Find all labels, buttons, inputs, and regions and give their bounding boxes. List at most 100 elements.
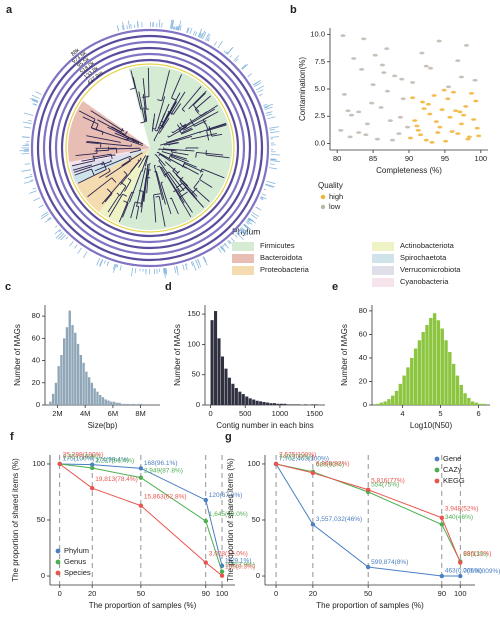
tree-branch — [179, 197, 192, 218]
bar — [104, 399, 107, 405]
tree-branch — [185, 187, 204, 208]
tree-branch — [123, 171, 128, 175]
point — [423, 138, 429, 142]
tree-branch — [180, 108, 216, 130]
tree-branch — [132, 77, 142, 110]
point — [378, 106, 384, 109]
legend-swatch — [372, 242, 394, 251]
ring — [48, 46, 252, 250]
tree-branch — [169, 197, 172, 200]
tree-branch — [74, 168, 92, 176]
phylum-sector — [76, 148, 150, 213]
tree-branch — [168, 171, 185, 191]
bar — [375, 403, 380, 405]
legend-title: Quality — [318, 181, 343, 190]
tree-branch — [141, 155, 148, 172]
ring-bar — [32, 99, 38, 103]
point — [436, 39, 442, 43]
ring-bar — [175, 26, 177, 30]
ring — [65, 63, 235, 233]
x-tick-label: 1500 — [306, 409, 323, 418]
ring-bar — [246, 220, 253, 225]
ring-bar — [47, 217, 52, 221]
tree-branch — [161, 70, 170, 101]
point — [443, 139, 449, 143]
bar — [448, 352, 452, 405]
tree-branch — [94, 155, 131, 172]
panel-label: d — [165, 281, 172, 293]
value-label: 7(0.00009%) — [463, 568, 500, 575]
legend-marker — [55, 559, 61, 565]
ring-bar — [259, 197, 264, 201]
tree-branch — [116, 131, 129, 138]
legend-marker — [55, 570, 61, 576]
tree-branch — [154, 96, 166, 130]
bar — [425, 325, 429, 405]
ring-bar — [173, 26, 176, 30]
point — [310, 470, 316, 476]
value-label: 3,357(100%) — [63, 454, 100, 461]
bar — [101, 397, 105, 405]
ring-bar — [74, 244, 78, 249]
tree-branch — [206, 124, 227, 132]
ring-bar — [165, 267, 168, 274]
ring-bar — [57, 232, 65, 240]
tree-branch — [196, 152, 224, 156]
ring-bar — [258, 93, 263, 96]
y-tick-label: 0 — [196, 400, 200, 409]
tree-branch — [86, 135, 121, 143]
point — [439, 515, 445, 520]
tree-branch — [191, 133, 217, 140]
point — [219, 573, 225, 578]
point — [449, 130, 455, 133]
point — [370, 83, 376, 87]
point — [89, 465, 95, 471]
ring-label: 88k — [70, 47, 81, 57]
point — [421, 107, 427, 111]
tree-branch — [180, 127, 193, 134]
y-tick-label: 50 — [192, 370, 200, 379]
value-label: 340(46%) — [445, 514, 473, 521]
x-axis-title: Contig number in each bins — [216, 421, 313, 430]
phylum-sector — [98, 148, 150, 224]
x-tick-label: 90 — [438, 589, 446, 598]
tree-branch — [82, 116, 99, 125]
point — [458, 573, 463, 579]
value-label: 886(12%) — [463, 550, 491, 557]
ring-bar — [204, 33, 210, 41]
point — [89, 462, 95, 467]
y-tick-label: 40 — [359, 353, 367, 362]
ring-bar — [29, 190, 37, 194]
legend-marker — [55, 548, 61, 554]
ring — [54, 52, 246, 244]
bar — [227, 377, 231, 405]
x-tick-label: 4 — [400, 409, 404, 418]
bar — [387, 399, 391, 405]
ring-bar — [234, 58, 239, 63]
ring-bar — [65, 236, 69, 240]
bar — [311, 404, 315, 405]
x-tick-label: 6 — [476, 409, 480, 418]
legend-label: Gene — [443, 454, 461, 463]
tree-branch — [157, 99, 163, 102]
x-axis-title: The proportion of samples (%) — [316, 601, 424, 610]
tree-branch — [138, 155, 146, 168]
ring-bar — [217, 40, 223, 49]
point — [348, 113, 355, 117]
point — [425, 102, 431, 106]
panel-label: c — [5, 281, 11, 293]
tree-branch — [194, 95, 212, 110]
tree-branch — [78, 110, 96, 120]
point — [359, 67, 365, 71]
ring-bar — [190, 261, 194, 267]
ring-bar — [269, 163, 275, 165]
point — [381, 71, 387, 75]
tree-branch — [183, 115, 211, 131]
ring-bar — [169, 19, 173, 29]
ring-bar — [177, 25, 180, 31]
y-axis-title: The proportion of shared items (%) — [11, 458, 20, 582]
bar — [474, 402, 479, 405]
x-tick-label: 50 — [137, 589, 145, 598]
bar — [107, 400, 110, 405]
tree-branch — [165, 173, 185, 204]
